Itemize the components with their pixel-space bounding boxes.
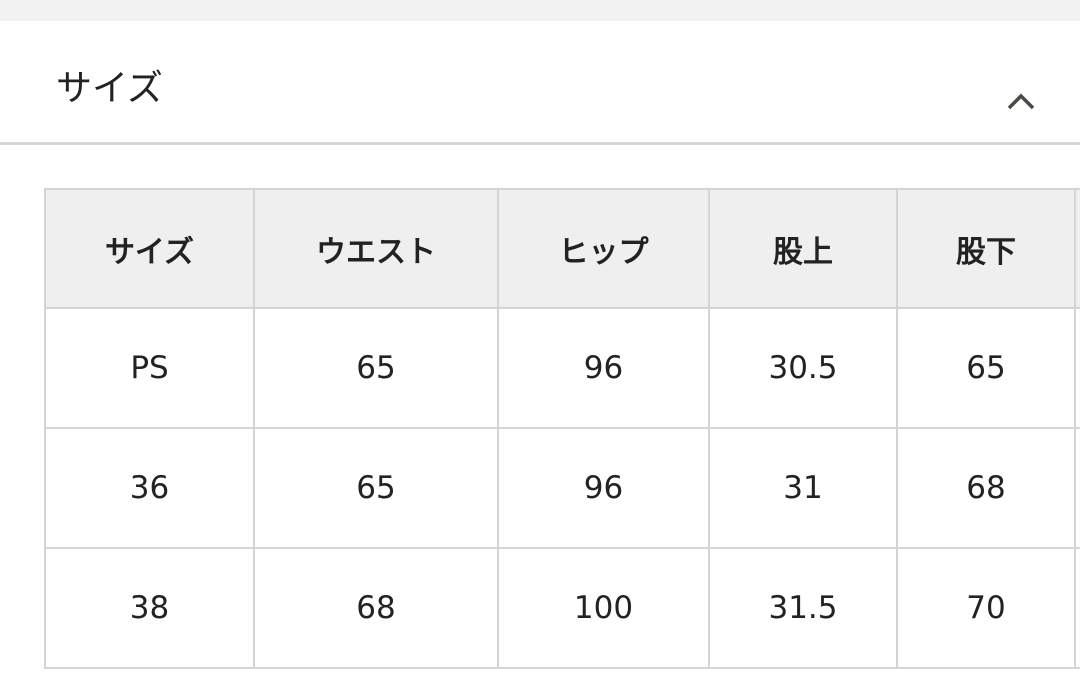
header-hip: ヒップ [497, 188, 710, 309]
cell-inseam: 68 [896, 427, 1076, 549]
cell-rise: 31 [708, 427, 898, 549]
size-table-container[interactable]: サイズ ウエスト ヒップ 股上 股下 PS 65 96 30.5 65 36 6… [44, 188, 1080, 688]
cell-size: PS [44, 307, 255, 429]
table-row: 36 65 96 31 68 [44, 427, 1080, 549]
cell-waist: 65 [253, 307, 499, 429]
cell-inseam: 65 [896, 307, 1076, 429]
table-row: PS 65 96 30.5 65 [44, 307, 1080, 429]
cell-rise: 30.5 [708, 307, 898, 429]
cell-size: 36 [44, 427, 255, 549]
cell-hip: 100 [497, 547, 710, 669]
chevron-up-icon[interactable] [1006, 91, 1036, 111]
cell-hip: 96 [497, 427, 710, 549]
header-extra [1074, 188, 1080, 309]
header-size: サイズ [44, 188, 255, 309]
section-title: サイズ [56, 68, 163, 109]
header-rise: 股上 [708, 188, 898, 309]
size-section-header[interactable]: サイズ [0, 21, 1080, 145]
table-row: 38 68 100 31.5 70 [44, 547, 1080, 669]
cell-waist: 65 [253, 427, 499, 549]
cell-extra [1074, 307, 1080, 429]
header-inseam: 股下 [896, 188, 1076, 309]
cell-waist: 68 [253, 547, 499, 669]
cell-extra [1074, 427, 1080, 549]
cell-size: 38 [44, 547, 255, 669]
size-table: サイズ ウエスト ヒップ 股上 股下 PS 65 96 30.5 65 36 6… [44, 188, 1080, 669]
cell-inseam: 70 [896, 547, 1076, 669]
cell-hip: 96 [497, 307, 710, 429]
header-waist: ウエスト [253, 188, 499, 309]
cell-extra [1074, 547, 1080, 669]
table-header-row: サイズ ウエスト ヒップ 股上 股下 [44, 188, 1080, 309]
top-background-band [0, 0, 1080, 21]
cell-rise: 31.5 [708, 547, 898, 669]
